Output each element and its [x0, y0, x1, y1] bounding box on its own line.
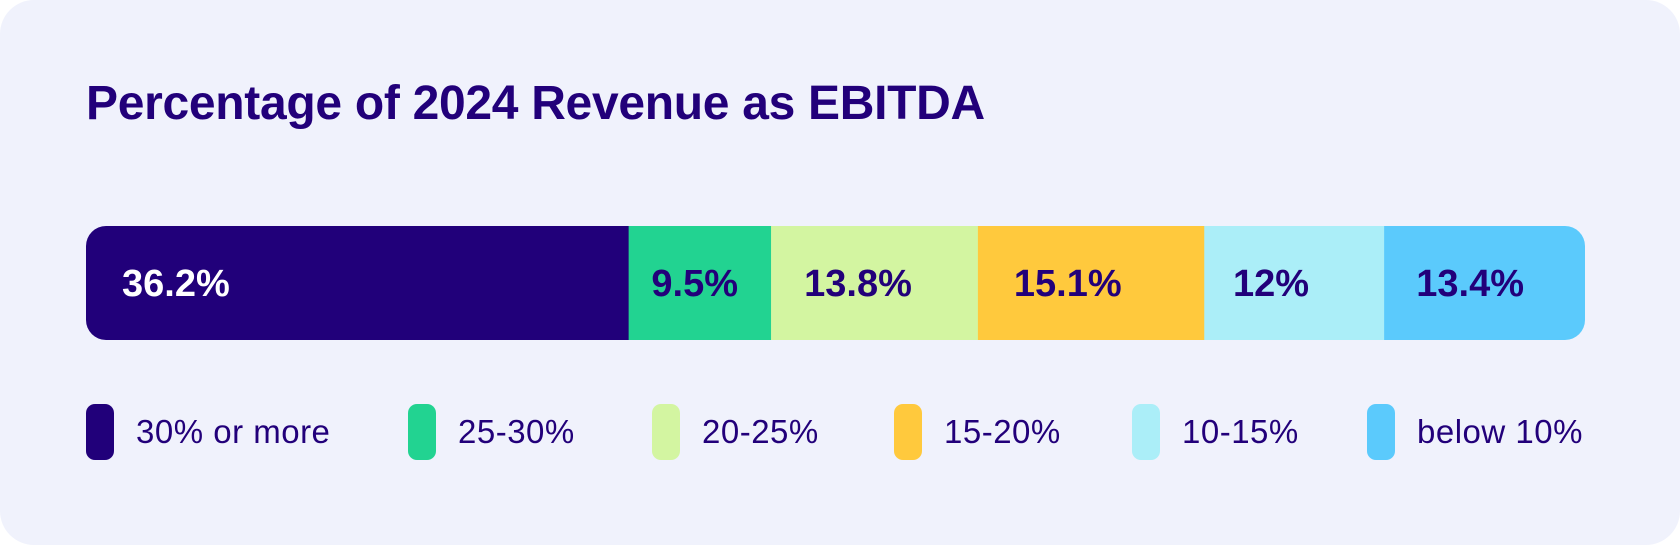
bar-segment-15-20	[977, 226, 1205, 340]
legend: 30% or more 25-30% 20-25% 15-20% 10-15% …	[86, 404, 1585, 460]
stacked-bar: 36.2% 9.5% 13.8% 15.1% 12% 13.4%	[86, 226, 1585, 340]
legend-label: 20-25%	[702, 413, 819, 450]
stacked-bar-svg: 36.2% 9.5% 13.8% 15.1% 12% 13.4%	[86, 226, 1585, 340]
legend-swatch	[1367, 404, 1395, 460]
legend-item-25-30: 25-30%	[408, 404, 575, 460]
bar-value-label-below-10: 13.4%	[1416, 263, 1524, 305]
legend-label: 10-15%	[1182, 413, 1299, 450]
legend-item-30-or-more: 30% or more	[86, 404, 330, 460]
legend-label: 30% or more	[136, 413, 331, 450]
bar-segment-below-10	[1384, 226, 1585, 340]
legend-swatch	[408, 404, 436, 460]
legend-label: 15-20%	[944, 413, 1061, 450]
bar-segment-10-15	[1204, 226, 1385, 340]
bar-segment-20-25	[771, 226, 979, 340]
legend-item-below-10: below 10%	[1367, 404, 1583, 460]
legend-swatch	[652, 404, 680, 460]
legend-swatch	[1132, 404, 1160, 460]
bar-value-label-25-30: 9.5%	[651, 263, 738, 305]
bar-value-label-15-20: 15.1%	[1014, 263, 1122, 305]
legend-label: below 10%	[1417, 413, 1583, 450]
legend-item-15-20: 15-20%	[894, 404, 1061, 460]
legend-item-20-25: 20-25%	[652, 404, 819, 460]
bar-value-label-20-25: 13.8%	[804, 263, 912, 305]
legend-swatch	[894, 404, 922, 460]
chart-title: Percentage of 2024 Revenue as EBITDA	[86, 77, 985, 130]
legend-item-10-15: 10-15%	[1132, 404, 1299, 460]
legend-label: 25-30%	[458, 413, 575, 450]
bar-value-label-30-or-more: 36.2%	[122, 263, 230, 305]
bar-value-label-10-15: 12%	[1233, 263, 1309, 305]
bar-segment-30-or-more	[86, 226, 630, 340]
bar-segment-25-30	[628, 226, 772, 340]
legend-swatch	[86, 404, 114, 460]
